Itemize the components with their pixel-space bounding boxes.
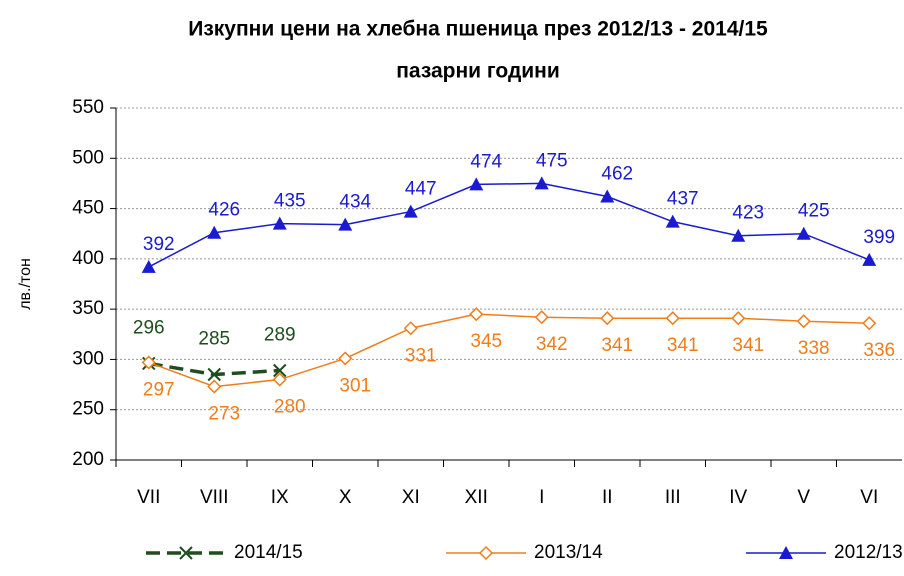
point bbox=[141, 259, 156, 273]
point bbox=[862, 252, 877, 266]
value-label: 341 bbox=[732, 335, 764, 356]
value-label: 426 bbox=[208, 200, 240, 221]
point bbox=[600, 189, 615, 203]
point bbox=[207, 379, 222, 394]
point bbox=[600, 311, 615, 326]
y-tick-label: 550 bbox=[72, 97, 104, 118]
y-axis-label: лв./тон bbox=[17, 258, 34, 310]
point bbox=[338, 351, 353, 366]
x-tick-label: V bbox=[797, 487, 810, 508]
x-tick-label: IX bbox=[271, 487, 289, 508]
value-label: 345 bbox=[470, 331, 502, 352]
point bbox=[273, 363, 287, 378]
value-label: 392 bbox=[143, 234, 175, 255]
x-tick-label: III bbox=[665, 487, 681, 508]
x-tick-label: XI bbox=[402, 487, 420, 508]
point bbox=[141, 355, 156, 370]
point bbox=[207, 225, 222, 239]
point bbox=[272, 216, 287, 230]
value-label: 341 bbox=[601, 335, 633, 356]
legend-marker bbox=[478, 545, 494, 561]
legend-label: 2012/13 bbox=[834, 542, 903, 563]
value-label: 280 bbox=[274, 397, 306, 418]
value-label: 425 bbox=[798, 201, 830, 222]
value-label: 273 bbox=[208, 404, 240, 425]
x-tick-label: XII bbox=[465, 487, 488, 508]
point bbox=[665, 214, 680, 228]
y-tick-label: 200 bbox=[72, 449, 104, 470]
point bbox=[796, 226, 811, 240]
point bbox=[665, 311, 680, 326]
value-label: 435 bbox=[274, 191, 306, 212]
y-tick-label: 250 bbox=[72, 399, 104, 420]
value-label: 289 bbox=[264, 325, 296, 346]
point bbox=[534, 176, 549, 190]
legend-marker bbox=[779, 546, 793, 559]
point bbox=[469, 307, 484, 322]
chart-title: Изкупни цени на хлебна пшеница през 2012… bbox=[188, 18, 768, 41]
value-label: 341 bbox=[667, 335, 699, 356]
point bbox=[403, 321, 418, 336]
chart-title: пазарни години bbox=[396, 60, 560, 83]
x-tick-label: I bbox=[539, 487, 544, 508]
series-line bbox=[148, 182, 870, 268]
y-tick-label: 400 bbox=[72, 248, 104, 269]
legend-marker bbox=[179, 546, 193, 560]
value-label: 399 bbox=[863, 227, 895, 248]
value-label: 447 bbox=[405, 179, 437, 200]
value-label: 296 bbox=[133, 317, 165, 338]
y-tick-label: 450 bbox=[72, 198, 104, 219]
y-tick-label: 350 bbox=[72, 298, 104, 319]
value-label: 423 bbox=[732, 203, 764, 224]
value-label: 301 bbox=[339, 375, 371, 396]
x-tick-label: X bbox=[339, 487, 352, 508]
point bbox=[731, 228, 746, 242]
x-tick-label: IV bbox=[729, 487, 747, 508]
x-tick-label: II bbox=[602, 487, 613, 508]
value-label: 474 bbox=[470, 151, 502, 172]
y-tick-label: 300 bbox=[72, 348, 104, 369]
value-label: 462 bbox=[601, 164, 633, 185]
x-tick-label: VII bbox=[137, 487, 160, 508]
point bbox=[207, 367, 221, 382]
x-tick-label: VI bbox=[860, 487, 878, 508]
point bbox=[534, 310, 549, 325]
value-label: 342 bbox=[536, 334, 568, 355]
legend-label: 2013/14 bbox=[534, 542, 603, 563]
value-label: 437 bbox=[667, 189, 699, 210]
value-label: 297 bbox=[143, 379, 175, 400]
value-label: 285 bbox=[198, 329, 230, 350]
y-tick-label: 500 bbox=[72, 147, 104, 168]
value-label: 475 bbox=[536, 150, 568, 171]
series-line bbox=[148, 313, 870, 388]
value-label: 338 bbox=[798, 338, 830, 359]
point bbox=[862, 316, 877, 331]
point bbox=[469, 177, 484, 191]
point bbox=[338, 217, 353, 231]
legend-label: 2014/15 bbox=[234, 542, 303, 563]
point bbox=[731, 311, 746, 326]
value-label: 434 bbox=[339, 192, 371, 213]
value-label: 331 bbox=[405, 345, 437, 366]
x-tick-label: VIII bbox=[200, 487, 229, 508]
point bbox=[403, 204, 418, 218]
point bbox=[272, 372, 287, 387]
value-label: 336 bbox=[863, 340, 895, 361]
point bbox=[796, 314, 811, 329]
